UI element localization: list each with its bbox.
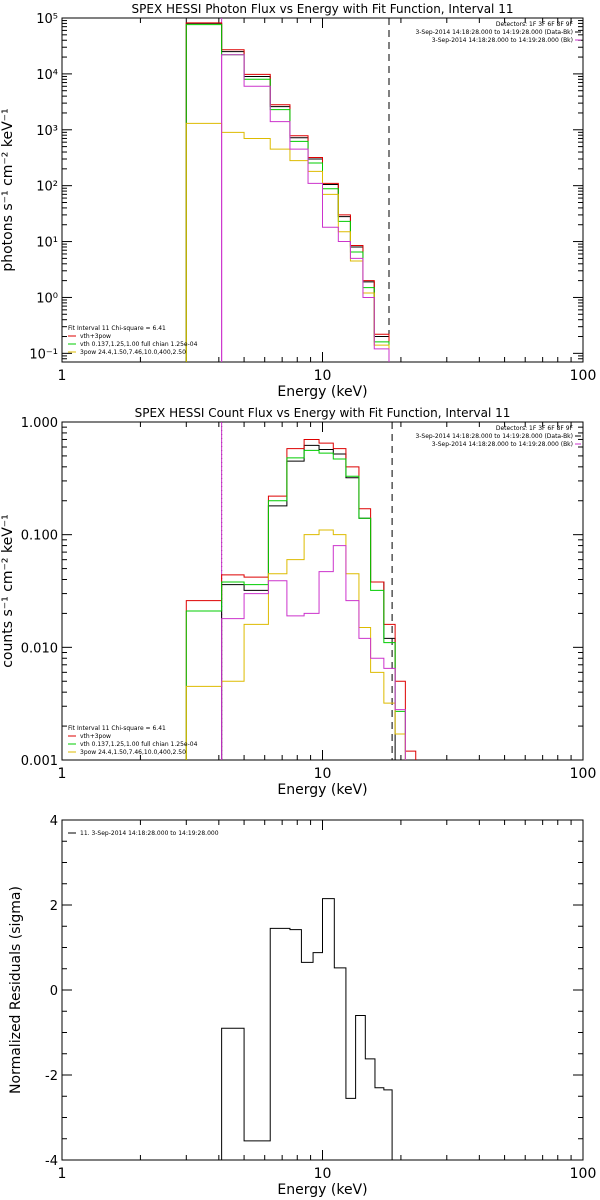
- x-tick-label: 10: [314, 1166, 332, 1182]
- data-series-1: [185, 22, 390, 362]
- x-axis-ticks: 1 10 100: [58, 820, 597, 1182]
- y-tick-label: 0.010: [21, 641, 58, 656]
- data-series-3: [185, 24, 390, 362]
- y-tick-label: 10⁴: [36, 68, 58, 83]
- chart-panel-1: SPEX HESSI Photon Flux vs Energy with Fi…: [0, 2, 596, 400]
- info-line: 3-Sep-2014 14:18:28.000 to 14:19:28.000 …: [415, 433, 573, 440]
- x-tick-label: 1: [58, 766, 67, 782]
- data-series-5: [221, 545, 406, 760]
- y-tick-label: 10¹: [36, 236, 58, 251]
- legend-entry: vth+3pow: [80, 733, 111, 740]
- legend: 11. 3-Sep-2014 14:18:28.000 to 14:19:28.…: [68, 830, 219, 837]
- chart-title: SPEX HESSI Photon Flux vs Energy with Fi…: [132, 2, 514, 16]
- data-series-1: [221, 898, 393, 1160]
- y-tick-label: 10³: [36, 124, 58, 139]
- chart-panel-2: SPEX HESSI Count Flux vs Energy with Fit…: [0, 406, 596, 798]
- y-tick-label: 0: [50, 984, 58, 999]
- data-series-2: [185, 438, 417, 760]
- x-tick-label: 1: [58, 1166, 67, 1182]
- data-series-3: [185, 449, 417, 760]
- y-tick-label: -2: [45, 1069, 58, 1084]
- y-tick-label: -4: [45, 1154, 58, 1169]
- legend-entry: vth+3pow: [80, 333, 111, 340]
- data-series-5: [221, 54, 390, 362]
- info-line: Detectors: 1F 3F 6F 8F 9F: [496, 425, 574, 432]
- legend: Fit Interval 11 Chi-square = 6.41vth+3po…: [68, 325, 198, 356]
- chart-title: SPEX HESSI Count Flux vs Energy with Fit…: [135, 406, 511, 420]
- info-line: Detectors: 1F 3F 6F 8F 9F: [496, 21, 574, 28]
- x-tick-label: 1: [58, 368, 67, 384]
- legend-entry: vth 0.137,1.25,1.00 full chian 1.25e-04: [80, 341, 198, 348]
- data-series-4: [185, 529, 417, 760]
- legend: Fit Interval 11 Chi-square = 6.41vth+3po…: [68, 725, 198, 756]
- x-axis-label: Energy (keV): [277, 782, 367, 798]
- data-series-1: [221, 444, 396, 760]
- y-tick-label: 0.100: [21, 529, 58, 544]
- legend-entry: Fit Interval 11 Chi-square = 6.41: [68, 725, 166, 732]
- info-block: Detectors: 1F 3F 6F 8F 9F3-Sep-2014 14:1…: [415, 21, 581, 44]
- y-tick-label: 2: [50, 899, 58, 914]
- y-tick-label: 10²: [36, 180, 58, 195]
- data-series-4: [185, 122, 390, 362]
- y-axis-ticks: 10⁻¹ 10⁰ 10¹ 10² 10³ 10⁴ 10⁵: [29, 12, 583, 363]
- x-axis-ticks: 1 10 100: [58, 18, 597, 384]
- info-block: Detectors: 1F 3F 6F 8F 9F3-Sep-2014 14:1…: [415, 425, 581, 448]
- y-tick-label: 1.000: [21, 416, 58, 431]
- plot-frame: [61, 421, 584, 761]
- y-axis-ticks: 0.001 0.010 0.100 1.000: [21, 416, 583, 769]
- y-axis-label: Normalized Residuals (sigma): [8, 886, 24, 1094]
- y-tick-label: 4: [50, 814, 58, 829]
- info-line: 3-Sep-2014 14:18:28.000 to 14:19:28.000 …: [432, 37, 573, 44]
- x-axis-label: Energy (keV): [277, 384, 367, 400]
- x-tick-label: 100: [570, 1166, 597, 1182]
- y-tick-label: 10⁰: [36, 291, 58, 306]
- y-tick-label: 10⁵: [36, 12, 58, 27]
- legend-entry: 11. 3-Sep-2014 14:18:28.000 to 14:19:28.…: [80, 830, 219, 837]
- chart-panel-3: 1 10 100 Energy (keV) -4 -2 0 2 4 Normalized Resi…: [8, 814, 596, 1198]
- y-axis-label: photons s⁻¹ cm⁻² keV⁻¹: [0, 108, 16, 271]
- info-line: 3-Sep-2014 14:18:28.000 to 14:19:28.000 …: [415, 29, 573, 36]
- info-line: 3-Sep-2014 14:18:28.000 to 14:19:28.000 …: [432, 441, 573, 448]
- x-axis-ticks: 1 10 100: [58, 422, 597, 782]
- y-tick-label: 0.001: [21, 754, 58, 769]
- plot-frame: [61, 819, 584, 1161]
- x-tick-label: 100: [570, 766, 597, 782]
- x-axis-label: Energy (keV): [277, 1182, 367, 1198]
- legend-entry: 3pow 24.4,1.50,7.46,10.0,400,2.50: [80, 349, 186, 356]
- x-tick-label: 10: [314, 766, 332, 782]
- legend-entry: 3pow 24.4,1.50,7.46,10.0,400,2.50: [80, 749, 186, 756]
- y-tick-label: 10⁻¹: [29, 347, 58, 362]
- x-tick-label: 100: [570, 368, 597, 384]
- y-axis-ticks: -4 -2 0 2 4: [45, 814, 583, 1169]
- legend-entry: Fit Interval 11 Chi-square = 6.41: [68, 325, 166, 332]
- y-axis-label: counts s⁻¹ cm⁻² keV⁻¹: [0, 514, 16, 668]
- x-tick-label: 10: [314, 368, 332, 384]
- data-series-2: [185, 22, 390, 362]
- legend-entry: vth 0.137,1.25,1.00 full chian 1.25e-04: [80, 741, 198, 748]
